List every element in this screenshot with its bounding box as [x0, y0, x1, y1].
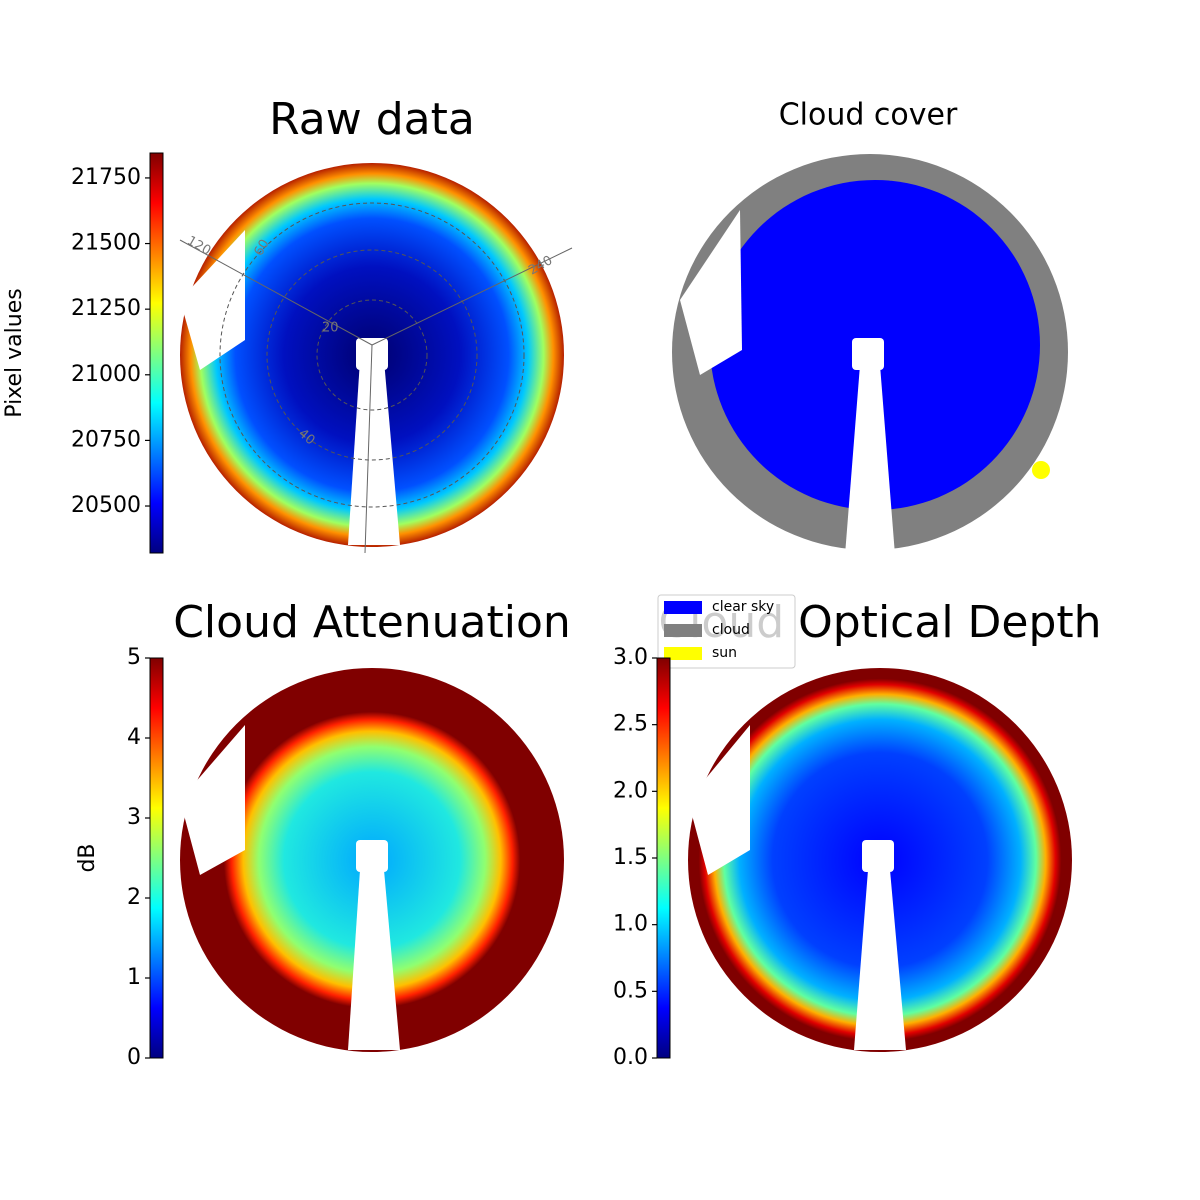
tick-label: 2 — [127, 885, 141, 910]
tick-label: 20750 — [71, 427, 141, 452]
tick-label: 21250 — [71, 296, 141, 321]
tick-label: 1.0 — [613, 912, 648, 937]
tick-label: 3 — [127, 805, 141, 830]
tick-label: 21500 — [71, 231, 141, 256]
tick-label: 5 — [127, 645, 141, 670]
polar-label: 20 — [322, 321, 339, 336]
legend-label: sun — [712, 645, 737, 661]
tick-label: 20500 — [71, 493, 141, 518]
tick-label: 3.0 — [613, 645, 648, 670]
sun-marker — [1032, 461, 1050, 479]
tick-label: 2.0 — [613, 778, 648, 803]
attenuation-image — [180, 668, 564, 1052]
colorbar-label: Pixel values — [2, 288, 27, 417]
tick-label: 2.5 — [613, 712, 648, 737]
legend-swatch — [664, 624, 702, 637]
tick-label: 0.0 — [613, 1045, 648, 1070]
cloud-cover-image — [672, 154, 1068, 555]
polar-label: 60 — [252, 237, 273, 259]
colorbar-label: dB — [75, 843, 100, 872]
tick-label: 4 — [127, 725, 141, 750]
tick-label: 21750 — [71, 165, 141, 190]
legend-label: clear sky — [712, 599, 774, 615]
panel-title: Cloud Attenuation — [173, 597, 571, 648]
colorbar — [149, 657, 164, 1059]
raw-image: 120 60 240 20 40 — [179, 163, 573, 554]
legend-label: cloud — [712, 622, 750, 638]
tick-label: 1 — [127, 965, 141, 990]
colorbar — [656, 657, 671, 1059]
legend-swatch — [664, 647, 702, 660]
legend-swatch — [664, 601, 702, 614]
tick-label: 21000 — [71, 362, 141, 387]
tick-label: 1.5 — [613, 845, 648, 870]
optical-depth-image — [688, 668, 1072, 1052]
colorbar — [149, 152, 164, 554]
tick-label: 0 — [127, 1045, 141, 1070]
panel-title: Cloud cover — [779, 98, 958, 133]
panel-title: Raw data — [269, 94, 475, 145]
tick-label: 0.5 — [613, 978, 648, 1003]
